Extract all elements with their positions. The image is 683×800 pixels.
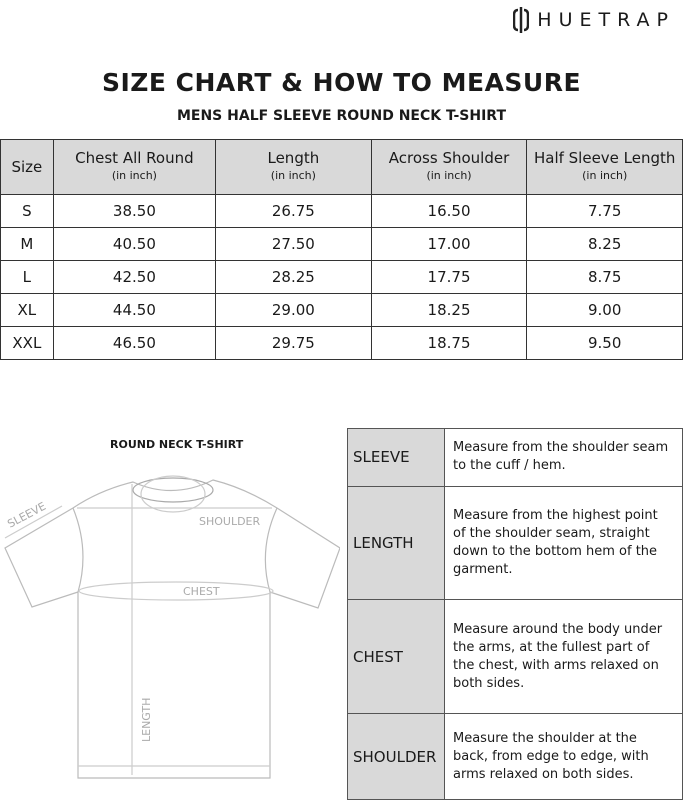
column-header: Across Shoulder (in inch): [370, 139, 528, 195]
table-cell: 16.50: [370, 194, 528, 228]
table-row: XL 44.50 29.00 18.25 9.00: [0, 293, 683, 327]
table-cell: 28.25: [215, 260, 372, 294]
table-cell: L: [0, 260, 54, 294]
measure-description: Measure from the shoulder seam to the cu…: [444, 428, 683, 487]
table-cell: 27.50: [215, 227, 372, 261]
shoulder-label: SHOULDER: [199, 515, 261, 528]
diagram-title: ROUND NECK T-SHIRT: [110, 438, 244, 451]
table-cell: 29.75: [215, 326, 372, 360]
table-cell: 38.50: [52, 194, 217, 228]
page-subtitle: MENS HALF SLEEVE ROUND NECK T-SHIRT: [176, 108, 507, 124]
measure-description: Measure from the highest point of the sh…: [444, 485, 683, 601]
table-cell: 9.00: [526, 293, 683, 327]
table-cell: S: [0, 194, 54, 228]
column-header-label: Half Sleeve Length: [533, 149, 676, 167]
table-cell: 29.00: [215, 293, 372, 327]
chest-label: CHEST: [183, 585, 220, 598]
table-row: M 40.50 27.50 17.00 8.25: [0, 227, 683, 261]
table-cell: 42.50: [52, 260, 217, 294]
column-header-label: Chest All Round: [75, 149, 194, 167]
column-header-label: Length: [267, 149, 320, 167]
table-cell: 8.25: [526, 227, 683, 261]
column-header-unit: (in inch): [582, 169, 628, 182]
page-title: SIZE CHART & HOW TO MEASURE: [101, 68, 582, 97]
tshirt-diagram: SLEEVE SHOULDER CHEST LENGTH: [4, 475, 340, 779]
table-cell: XXL: [0, 326, 54, 360]
table-row: XXL 46.50 29.75 18.75 9.50: [0, 326, 683, 360]
brand-name: HUETRAP: [537, 9, 675, 31]
table-cell: 9.50: [526, 326, 683, 360]
table-row: S 38.50 26.75 16.50 7.75: [0, 194, 683, 228]
table-cell: 18.25: [370, 293, 528, 327]
length-label: LENGTH: [140, 698, 153, 742]
column-header: Chest All Round (in inch): [52, 139, 217, 195]
measure-description: Measure the shoulder at the back, from e…: [444, 713, 683, 800]
table-cell: 44.50: [52, 293, 217, 327]
tshirt-outline: [4, 479, 340, 779]
table-cell: 26.75: [215, 194, 372, 228]
measure-description: Measure around the body under the arms, …: [444, 599, 683, 715]
table-cell: 46.50: [52, 326, 217, 360]
table-cell: 7.75: [526, 194, 683, 228]
column-header-unit: (in inch): [270, 169, 316, 182]
column-header: Size: [0, 139, 54, 195]
huetrap-logo-icon: [513, 7, 530, 33]
brand-logo: HUETRAP: [513, 6, 675, 34]
column-header-unit: (in inch): [111, 169, 157, 182]
measure-row: CHEST Measure around the body under the a…: [347, 599, 683, 715]
size-table: Size Chest All Round (in inch) Length (in in…: [0, 139, 683, 360]
column-header-label: Across Shoulder: [388, 149, 510, 167]
measure-label: LENGTH: [347, 485, 445, 601]
column-header-label: Size: [11, 157, 43, 176]
table-cell: M: [0, 227, 54, 261]
table-cell: 8.75: [526, 260, 683, 294]
table-row: L 42.50 28.25 17.75 8.75: [0, 260, 683, 294]
column-header-unit: (in inch): [426, 169, 472, 182]
measure-row: LENGTH Measure from the highest point of …: [347, 485, 683, 601]
measure-row: SLEEVE Measure from the shoulder seam to …: [347, 428, 683, 487]
measure-label: SHOULDER: [347, 713, 445, 800]
column-header: Length (in inch): [215, 139, 372, 195]
table-cell: 17.75: [370, 260, 528, 294]
column-header: Half Sleeve Length (in inch): [526, 139, 683, 195]
measure-label: CHEST: [347, 599, 445, 715]
measure-guide-table: SLEEVE Measure from the shoulder seam to …: [347, 428, 683, 800]
table-cell: 17.00: [370, 227, 528, 261]
table-cell: 40.50: [52, 227, 217, 261]
measure-row: SHOULDER Measure the shoulder at the back…: [347, 713, 683, 800]
table-cell: 18.75: [370, 326, 528, 360]
measure-label: SLEEVE: [347, 428, 445, 487]
table-cell: XL: [0, 293, 54, 327]
